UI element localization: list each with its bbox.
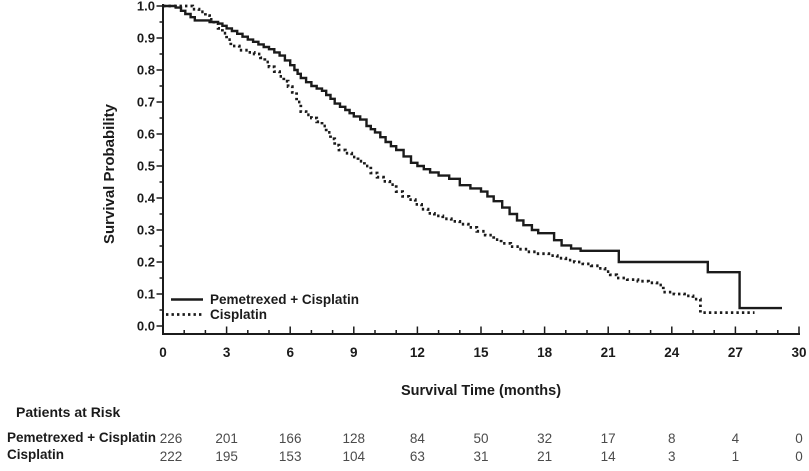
x-tick-label: 9 — [350, 345, 358, 360]
x-tick-label: 12 — [410, 345, 425, 360]
risk-count: 166 — [278, 431, 302, 446]
y-tick-label: 0.3 — [137, 223, 155, 238]
risk-count: 222 — [159, 449, 183, 464]
y-tick-label: 0.5 — [137, 159, 155, 174]
risk-count: 14 — [600, 449, 616, 464]
risk-count: 17 — [600, 431, 616, 446]
risk-count: 0 — [795, 431, 803, 446]
risk-count: 4 — [731, 431, 740, 446]
y-tick-label: 0.0 — [137, 319, 155, 334]
x-tick-label: 30 — [791, 345, 806, 360]
x-tick-label: 6 — [286, 345, 294, 360]
x-tick-label: 24 — [664, 345, 680, 360]
x-tick-label: 21 — [601, 345, 617, 360]
x-tick-label: 15 — [473, 345, 489, 360]
risk-row-label-cisplatin: Cisplatin — [7, 447, 65, 462]
risk-count: 84 — [409, 431, 425, 446]
risk-count: 3 — [668, 449, 676, 464]
x-tick-label: 0 — [159, 345, 167, 360]
risk-count: 226 — [159, 431, 183, 446]
risk-count: 153 — [278, 449, 302, 464]
x-tick-label: 27 — [728, 345, 743, 360]
x-axis-title: Survival Time (months) — [400, 383, 562, 399]
risk-count: 201 — [215, 431, 238, 446]
risk-table-title: Patients at Risk — [16, 404, 121, 420]
y-tick-label: 0.1 — [137, 287, 155, 302]
x-tick-label: 18 — [537, 345, 553, 360]
risk-count: 104 — [342, 449, 366, 464]
survival-curve-cisplatin — [163, 4, 755, 314]
risk-count: 8 — [668, 431, 676, 446]
x-tick-label: 3 — [223, 345, 231, 360]
y-tick-label: 0.8 — [137, 63, 155, 78]
risk-count: 63 — [409, 449, 425, 464]
y-tick-label: 0.7 — [137, 95, 155, 110]
risk-count: 0 — [795, 449, 803, 464]
risk-count: 50 — [473, 431, 489, 446]
risk-count: 31 — [473, 449, 489, 464]
risk-count: 21 — [537, 449, 553, 464]
risk-count: 1 — [731, 449, 740, 464]
risk-count: 128 — [342, 431, 366, 446]
y-tick-label: 0.2 — [137, 255, 155, 270]
risk-count: 195 — [215, 449, 238, 464]
y-tick-label: 1.0 — [137, 0, 155, 14]
legend-label-cisplatin: Cisplatin — [210, 307, 268, 322]
legend-label-pemetrexed-cisplatin: Pemetrexed + Cisplatin — [210, 292, 359, 307]
y-tick-label: 0.4 — [137, 191, 156, 206]
y-tick-label: 0.9 — [137, 31, 155, 46]
risk-count: 32 — [537, 431, 553, 446]
y-tick-label: 0.6 — [137, 127, 155, 142]
risk-row-label-pemetrexed-cisplatin: Pemetrexed + Cisplatin — [7, 430, 156, 445]
survival-curve-pemetrexed-cisplatin — [163, 4, 782, 310]
